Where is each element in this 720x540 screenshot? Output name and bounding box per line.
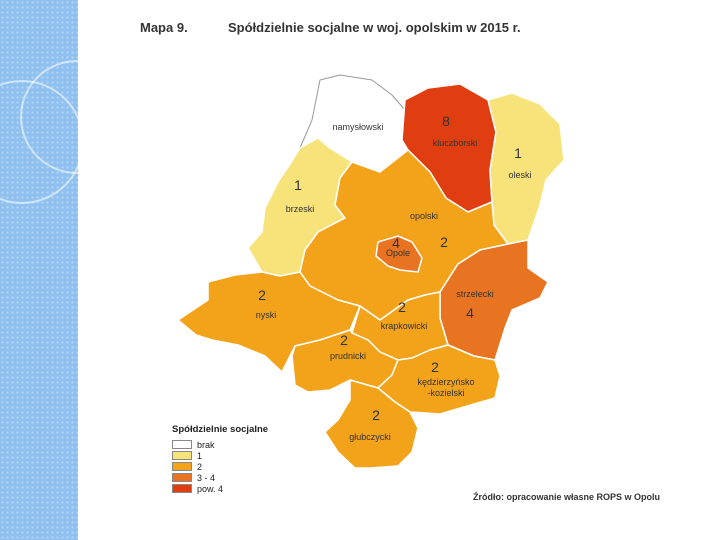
region-glubczycki[interactable] [324, 379, 419, 469]
legend-swatch [172, 462, 192, 471]
decorative-sidebar [0, 0, 78, 540]
region-opole-city[interactable] [375, 235, 423, 273]
region-name-label: kluczborski [433, 138, 478, 148]
legend-item: 2 [172, 461, 268, 472]
region-count-label: 2 [258, 287, 266, 303]
region-count-label: 2 [340, 332, 348, 348]
region-count-label: 2 [431, 359, 439, 375]
region-count-label: 1 [514, 145, 522, 161]
legend-swatch [172, 451, 192, 460]
region-name-label: głubczycki [349, 432, 391, 442]
region-count-label: 4 [466, 305, 474, 321]
region-count-label: 8 [442, 113, 450, 129]
legend-swatch [172, 440, 192, 449]
legend-label: pow. 4 [197, 483, 224, 494]
region-name-label: strzelecki [456, 289, 494, 299]
legend-item: pow. 4 [172, 483, 268, 494]
region-name-label: krapkowicki [381, 321, 428, 331]
legend-item: brak [172, 439, 268, 450]
legend-swatch [172, 473, 192, 482]
map-title-text: Spółdzielnie socjalne w woj. opolskim w … [228, 20, 521, 35]
region-count-label: 4 [392, 235, 400, 251]
region-count-label: 1 [294, 177, 302, 193]
region-name-label: kędzierzyńsko -kozielski [417, 377, 474, 398]
legend-label: 2 [197, 461, 203, 472]
region-name-label: prudnicki [330, 351, 366, 361]
region-count-label: 2 [440, 234, 448, 250]
region-count-label: 2 [372, 407, 380, 423]
legend-label: brak [197, 439, 215, 450]
map-legend: Spółdzielnie socjalne brak 1 2 3 - 4 pow. 4 [172, 424, 268, 494]
region-name-label: Opole [386, 248, 410, 258]
source-note: Źródło: opracowanie własne ROPS w Opolu [473, 492, 661, 502]
map-number: Mapa 9. [140, 20, 188, 35]
legend-item: 3 - 4 [172, 472, 268, 483]
legend-title: Spółdzielnie socjalne [172, 424, 269, 435]
region-count-label: 2 [398, 299, 406, 315]
legend-label: 3 - 4 [197, 472, 216, 483]
region-name-label: nyski [256, 310, 277, 320]
region-name-label: oleski [508, 170, 531, 180]
region-name-label: opolski [410, 211, 438, 221]
legend-label: 1 [197, 450, 203, 461]
legend-swatch [172, 484, 192, 493]
region-oleski[interactable] [487, 92, 565, 245]
region-name-label: namysłowski [332, 122, 383, 132]
legend-item: 1 [172, 450, 268, 461]
region-name-label: brzeski [286, 204, 315, 214]
